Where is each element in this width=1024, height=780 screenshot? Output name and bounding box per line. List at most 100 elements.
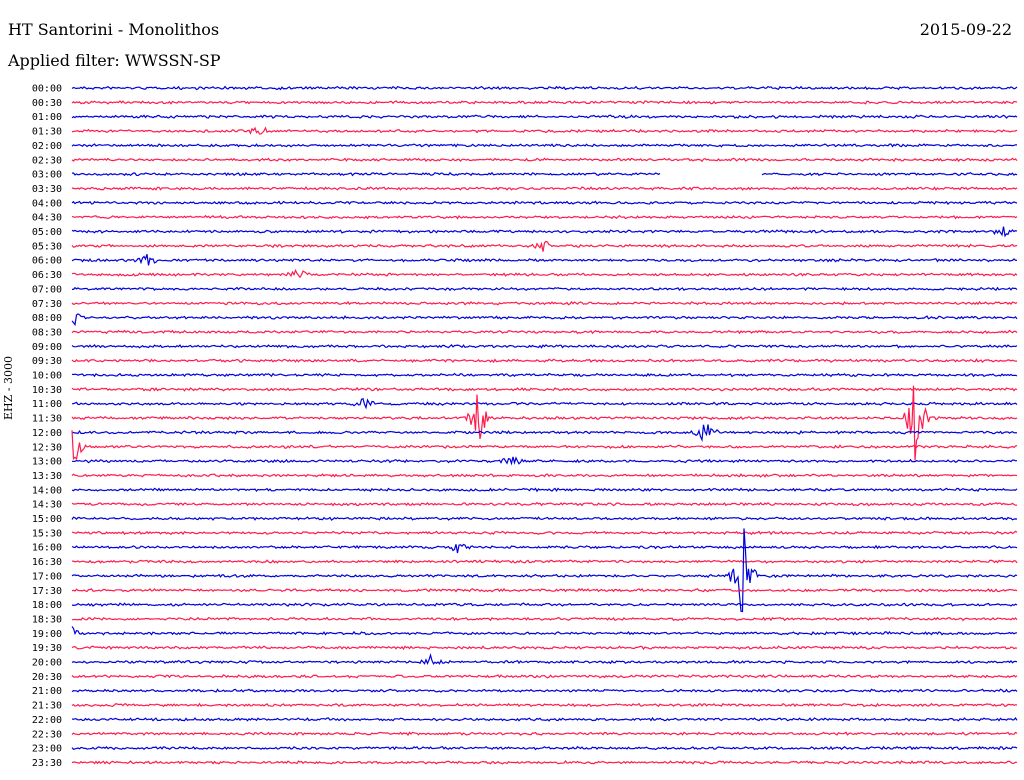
- row-time-label: 09:30: [32, 356, 62, 367]
- seismic-trace: [71, 516, 1018, 521]
- seismic-trace: [71, 329, 1018, 335]
- seismic-trace: [71, 731, 1018, 737]
- seismic-trace: [71, 588, 1018, 593]
- seismic-trace: [71, 372, 1018, 378]
- row-time-label: 05:30: [32, 241, 62, 252]
- seismic-trace: [71, 385, 1018, 461]
- row-time-label: 07:00: [32, 284, 62, 295]
- row-time-label: 17:30: [32, 586, 62, 597]
- row-time-label: 12:00: [32, 428, 62, 439]
- row-time-label: 22:00: [32, 715, 62, 726]
- row-time-label: 21:30: [32, 701, 62, 712]
- seismic-trace: [71, 702, 1018, 708]
- seismic-trace: [71, 487, 1018, 493]
- seismic-trace: [71, 602, 1018, 607]
- filter-label: Applied filter: WWSSN-SP: [8, 51, 221, 70]
- seismic-trace: [71, 745, 1018, 751]
- seismic-trace: [71, 473, 1018, 478]
- row-time-label: 09:00: [32, 342, 62, 353]
- row-time-label: 19:30: [32, 643, 62, 654]
- seismic-trace: [71, 100, 1018, 105]
- row-time-label: 10:00: [32, 371, 62, 382]
- seismic-trace: [71, 157, 1018, 163]
- row-time-label: 10:30: [32, 385, 62, 396]
- row-time-label: 02:00: [32, 141, 62, 152]
- row-time-label: 18:00: [32, 600, 62, 611]
- seismic-trace: [71, 528, 1018, 613]
- row-time-label: 06:00: [32, 256, 62, 267]
- row-time-label: 16:30: [32, 557, 62, 568]
- seismic-trace: [71, 358, 1017, 364]
- row-time-label: 04:00: [32, 198, 62, 209]
- row-time-label: 15:30: [32, 528, 62, 539]
- seismic-trace: [71, 616, 1018, 622]
- seismic-trace: [72, 286, 1018, 292]
- seismic-trace: [71, 652, 1018, 665]
- seismic-trace: [71, 645, 1018, 651]
- seismic-trace: [71, 759, 1018, 765]
- row-time-label: 19:00: [32, 629, 62, 640]
- row-time-label: 03:30: [32, 184, 62, 195]
- row-time-label: 14:30: [32, 500, 62, 511]
- seismic-trace: [71, 530, 1018, 536]
- seismic-trace: [71, 543, 1018, 554]
- seismic-trace: [71, 313, 1018, 327]
- seismic-trace: [71, 214, 1018, 220]
- seismic-trace: [71, 85, 1018, 91]
- seismic-trace: [72, 456, 1018, 466]
- row-time-label: 00:00: [32, 84, 62, 95]
- seismic-trace: [71, 559, 1018, 564]
- row-time-label: 20:30: [32, 672, 62, 683]
- row-time-label: 13:00: [32, 457, 62, 468]
- row-time-label: 21:00: [32, 686, 62, 697]
- seismic-trace: [71, 501, 1018, 507]
- row-time-label: 17:00: [32, 571, 62, 582]
- seismic-trace: [71, 386, 1018, 392]
- row-time-label: 06:30: [32, 270, 62, 281]
- row-time-label: 03:00: [32, 170, 62, 181]
- row-time-label: 01:00: [32, 112, 62, 123]
- seismic-trace: [71, 673, 1018, 679]
- row-time-label: 08:00: [32, 313, 62, 324]
- row-time-label: 13:30: [32, 471, 62, 482]
- seismic-trace: [71, 240, 1018, 252]
- seismic-trace: [71, 688, 1018, 693]
- seismic-trace: [71, 171, 1018, 177]
- seismic-trace: [71, 626, 1018, 636]
- station-title: HT Santorini - Monolithos: [8, 20, 220, 39]
- row-time-label: 01:30: [32, 127, 62, 138]
- row-time-label: 18:30: [32, 614, 62, 625]
- seismic-trace: [71, 424, 1018, 443]
- row-time-label: 07:30: [32, 299, 62, 310]
- seismic-trace: [71, 430, 1018, 461]
- row-time-label: 23:30: [32, 758, 62, 769]
- seismic-trace: [71, 200, 1018, 206]
- row-time-label: 16:00: [32, 543, 62, 554]
- row-time-label: 20:00: [32, 658, 62, 669]
- row-time-label: 05:00: [32, 227, 62, 238]
- row-time-label: 12:30: [32, 442, 62, 453]
- row-time-label: 02:30: [32, 155, 62, 166]
- seismic-trace: [71, 268, 1018, 279]
- plot-date: 2015-09-22: [919, 20, 1012, 39]
- seismic-trace: [71, 397, 1018, 410]
- seismic-trace: [71, 254, 1018, 266]
- row-time-label: 11:30: [32, 414, 62, 425]
- row-time-label: 04:30: [32, 213, 62, 224]
- row-time-label: 23:00: [32, 744, 62, 755]
- seismic-trace: [71, 226, 1018, 238]
- seismic-trace: [71, 143, 1018, 148]
- seismic-trace: [71, 114, 1018, 120]
- seismic-trace: [71, 126, 1018, 135]
- row-time-label: 15:00: [32, 514, 62, 525]
- row-time-label: 08:30: [32, 327, 62, 338]
- seismic-trace: [71, 186, 1018, 191]
- seismic-trace: [71, 343, 1018, 349]
- seismic-trace: [71, 300, 1018, 306]
- row-time-label: 11:00: [32, 399, 62, 410]
- row-time-label: 14:00: [32, 485, 62, 496]
- row-time-label: 22:30: [32, 729, 62, 740]
- seismic-trace: [71, 716, 1018, 722]
- row-time-label: 00:30: [32, 98, 62, 109]
